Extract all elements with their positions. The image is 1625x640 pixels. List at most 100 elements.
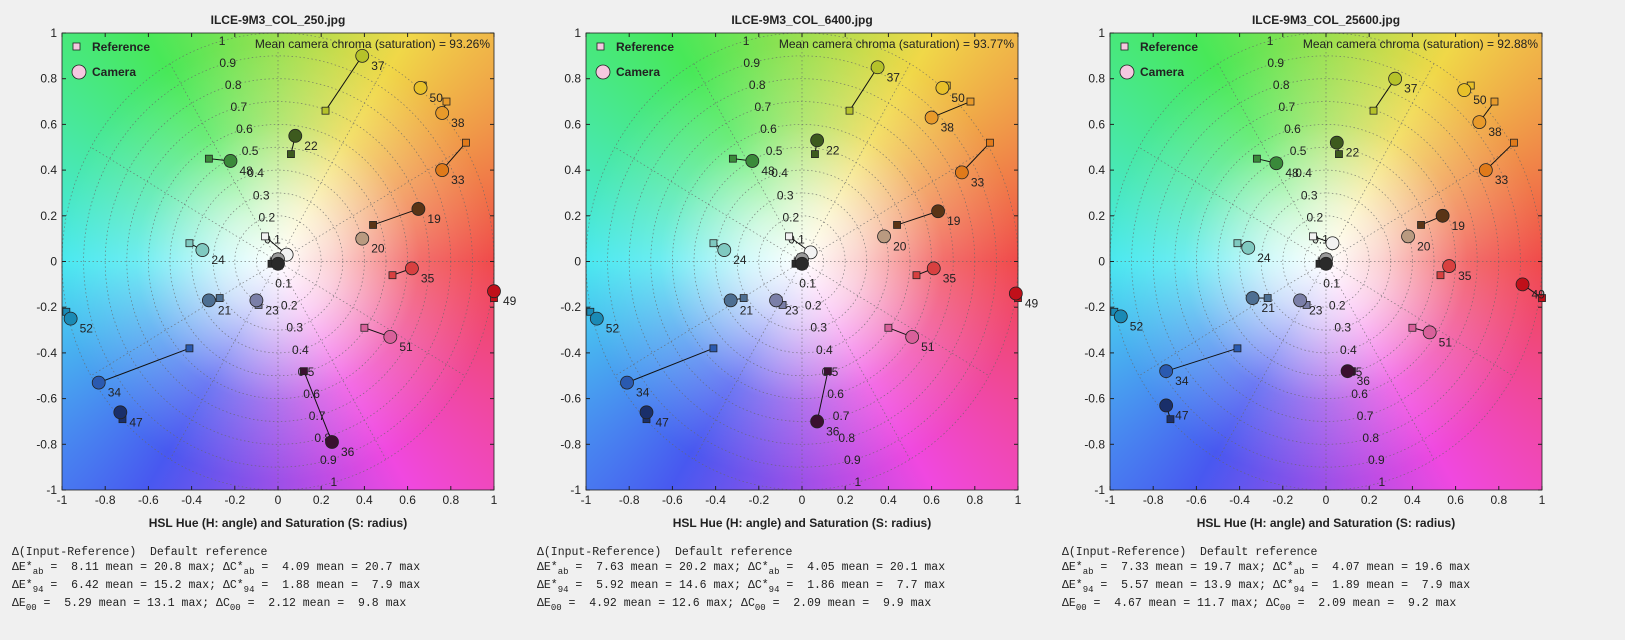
camera-marker — [723, 293, 738, 308]
x-tick-label: 1 — [491, 493, 498, 507]
error-connector — [896, 210, 939, 226]
y-tick-label: 0 — [574, 255, 581, 269]
spoke — [1138, 261, 1327, 377]
patch-label: 48 — [761, 164, 775, 178]
stats-subscript: 94 — [244, 585, 255, 595]
patch-label: 52 — [1130, 319, 1144, 333]
chart-title: ILCE-9M3_COL_250.jpg — [211, 13, 346, 27]
x-tick-label: -0.2 — [748, 493, 769, 507]
stats-text: Δ(Input-Reference) Default reference — [1062, 546, 1317, 559]
radial-tick-label: 0.6 — [760, 122, 777, 136]
chart-title: ILCE-9M3_COL_6400.jpg — [731, 13, 872, 27]
camera-marker — [1245, 291, 1260, 305]
camera-marker — [271, 256, 285, 271]
radial-tick-label: 0.2 — [258, 210, 275, 224]
reference-marker — [739, 294, 748, 302]
stats-line: Δ(Input-Reference) Default reference — [12, 546, 267, 559]
spoke — [693, 261, 803, 460]
panel: 0.10.10.20.20.30.30.40.40.50.50.60.60.70… — [1062, 13, 1546, 613]
radial-tick-label: 0.8 — [225, 78, 242, 92]
camera-marker — [1472, 115, 1487, 130]
reference-marker — [1166, 415, 1175, 424]
camera-marker — [1319, 256, 1333, 271]
reference-marker — [360, 323, 369, 332]
camera-marker — [639, 405, 654, 420]
panel: 0.10.10.20.20.30.30.40.40.50.50.60.60.70… — [12, 13, 517, 613]
patch-label: 37 — [371, 59, 385, 73]
patch-label: 23 — [265, 303, 279, 317]
radial-tick-label: 0.5 — [766, 144, 783, 158]
camera-marker — [1442, 259, 1457, 273]
stats-line: ΔE00 = 4.67 mean = 11.7 max; ΔC00 = 2.09… — [1062, 597, 1456, 613]
y-tick-label: 0 — [50, 255, 57, 269]
stats-line: ΔE*ab = 7.33 mean = 19.7 max; ΔC*ab = 4.… — [1062, 561, 1470, 577]
y-tick-label: 0.8 — [564, 72, 581, 86]
camera-marker — [769, 293, 783, 308]
y-tick-label: 0 — [1098, 255, 1105, 269]
y-tick-label: -1 — [570, 483, 581, 497]
camera-marker — [288, 128, 303, 143]
camera-marker — [113, 405, 128, 420]
stats-text: = 8.11 mean = 20.8 max; ΔC* — [44, 561, 244, 574]
x-tick-label: -0.8 — [619, 493, 640, 507]
y-tick-label: 0.8 — [1088, 72, 1105, 86]
spoke — [1138, 146, 1327, 262]
x-tick-label: 0.2 — [313, 493, 330, 507]
patch-label: 49 — [1532, 287, 1546, 301]
radial-tick-label: 0.8 — [1273, 78, 1290, 92]
stats-subscript: 00 — [755, 603, 766, 613]
legend-label: Camera — [616, 65, 660, 79]
x-tick-label: 0.4 — [356, 493, 373, 507]
radial-tick-label: 0.1 — [275, 277, 292, 291]
y-tick-label: 0.4 — [40, 163, 57, 177]
radial-grid-circle — [234, 215, 322, 308]
radial-tick-label: 1 — [219, 34, 226, 48]
error-connector — [1166, 347, 1238, 372]
y-tick-label: -0.2 — [560, 300, 581, 314]
camera-marker — [1293, 293, 1307, 308]
patch-label: 51 — [399, 340, 413, 354]
stats-text: = 7.33 mean = 19.7 max; ΔC* — [1094, 561, 1294, 574]
patch-label: 36 — [1357, 374, 1371, 388]
reference-marker — [1309, 232, 1317, 241]
camera-marker — [355, 231, 370, 246]
patch-label: 49 — [1025, 296, 1039, 310]
reference-marker — [1233, 239, 1242, 248]
reference-marker — [300, 367, 308, 376]
camera-marker — [91, 375, 106, 390]
stats-text: ΔE — [537, 597, 551, 610]
legend-reference-icon — [72, 42, 81, 51]
y-tick-label: 0.4 — [564, 163, 581, 177]
camera-marker — [745, 154, 760, 168]
stats-text: = 1.88 mean = 7.9 max — [254, 579, 420, 592]
stats-line: ΔE*94 = 6.42 mean = 15.2 max; ΔC*94 = 1.… — [12, 579, 420, 595]
reference-marker — [185, 344, 194, 353]
spoke — [277, 63, 387, 262]
radial-tick-label: 0.2 — [1329, 299, 1346, 313]
y-tick-label: 0.2 — [40, 209, 57, 223]
reference-marker — [1252, 154, 1261, 163]
spoke — [1325, 261, 1435, 460]
radial-grid-circle — [607, 55, 997, 468]
patch-label: 22 — [304, 139, 318, 153]
x-tick-label: 0.6 — [923, 493, 940, 507]
radial-tick-label: 0.6 — [303, 387, 320, 401]
x-tick-label: -0.4 — [705, 493, 726, 507]
annotation: Mean camera chroma (saturation) = 93.77% — [779, 37, 1014, 51]
stats-text: = 4.07 mean = 19.6 max — [1304, 561, 1470, 574]
reference-marker — [287, 150, 295, 159]
error-connector — [849, 67, 879, 111]
reference-marker — [986, 138, 994, 147]
radial-tick-label: 0.6 — [1351, 387, 1368, 401]
stats-subscript: ab — [1294, 567, 1305, 577]
radial-tick-label: 0.3 — [1334, 321, 1351, 335]
patch-label: 35 — [421, 271, 435, 285]
patch-label: 50 — [1473, 93, 1487, 107]
patch-label: 23 — [1309, 303, 1323, 317]
patch-label: 22 — [826, 143, 840, 157]
patch-label: 38 — [451, 116, 465, 130]
spoke — [169, 261, 279, 460]
patch-label: 36 — [341, 445, 355, 459]
legend-label: Camera — [1140, 65, 1184, 79]
